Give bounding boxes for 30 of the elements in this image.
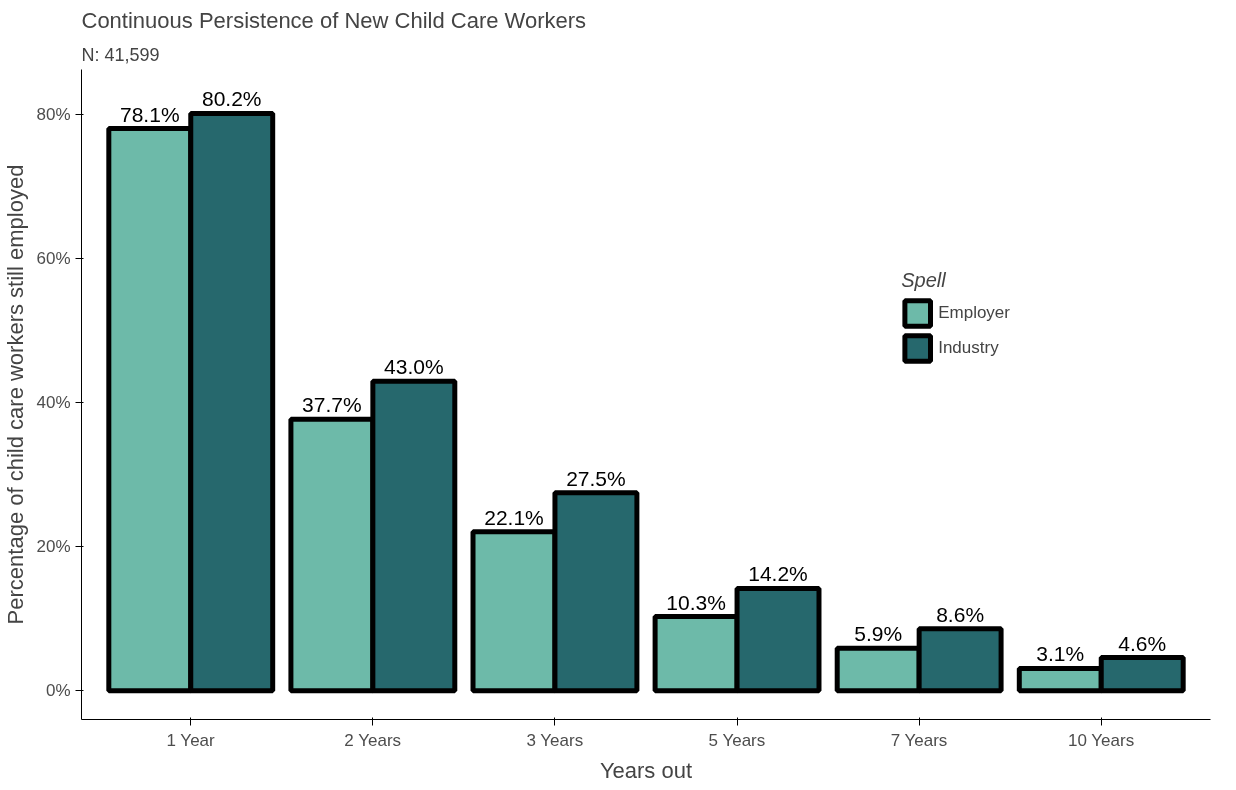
x-tick-label: 1 Year — [166, 730, 216, 750]
legend-title: Spell — [901, 269, 947, 292]
data-label: 8.6% — [936, 602, 985, 626]
chart-subtitle: N: 41,599 — [81, 44, 160, 65]
data-label: 22.1% — [484, 505, 544, 529]
x-tick-label: 3 Years — [526, 730, 584, 750]
x-tick-label: 7 Years — [890, 730, 948, 750]
data-label: 80.2% — [201, 87, 262, 111]
legend-label: Employer — [938, 303, 1010, 323]
chart-title: Continuous Persistence of New Child Care Workers — [81, 7, 587, 33]
x-axis-title: Years out — [599, 757, 693, 783]
y-tick-label: 20% — [36, 537, 71, 557]
data-label: 5.9% — [854, 622, 903, 646]
data-label: 10.3% — [666, 590, 726, 614]
y-tick-label: 80% — [36, 105, 71, 125]
x-tick-label: 2 Years — [344, 730, 402, 750]
data-label: 27.5% — [566, 466, 626, 490]
y-tick-label: 60% — [36, 249, 71, 269]
data-label: 37.7% — [302, 393, 362, 417]
x-tick-label: 10 Years — [1068, 730, 1135, 750]
legend-label: Industry — [938, 338, 999, 358]
data-label: 4.6% — [1118, 631, 1167, 655]
data-label: 14.2% — [748, 562, 808, 586]
data-label: 3.1% — [1036, 642, 1085, 666]
y-axis-title: Percentage of child care workers still employed — [3, 164, 29, 625]
x-tick-label: 5 Years — [708, 730, 766, 750]
y-tick-label: 40% — [36, 393, 71, 413]
data-label: 43.0% — [384, 355, 444, 379]
y-tick-label: 0% — [45, 681, 71, 701]
data-label: 78.1% — [120, 102, 180, 126]
